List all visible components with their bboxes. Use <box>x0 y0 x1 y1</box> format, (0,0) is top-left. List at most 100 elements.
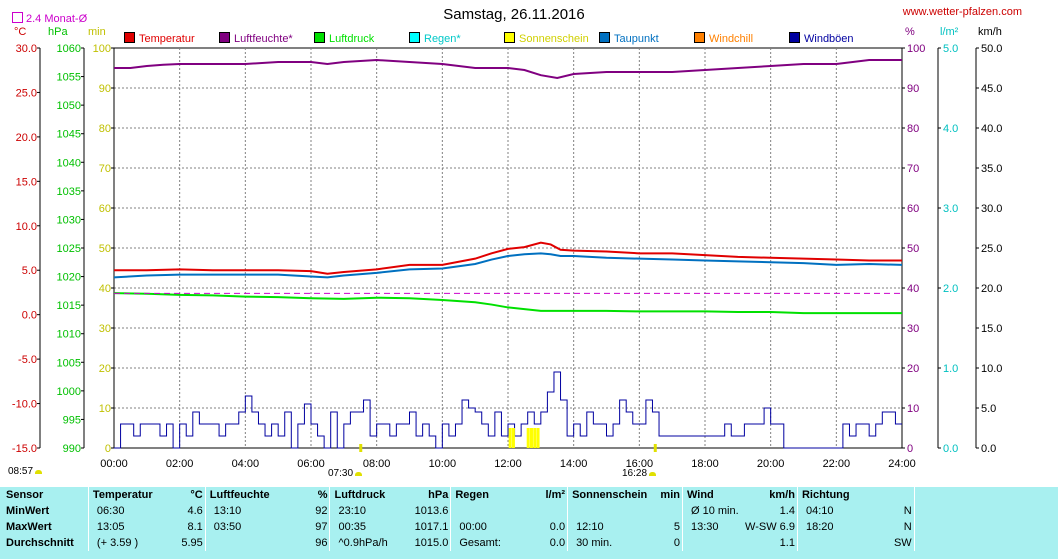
legend-item-7: Windböen <box>789 32 854 45</box>
chart-axes: 00:00 02:00 04:00 06:00 08:00 10:00 12:00 14:00… <box>12 43 1003 470</box>
y-tick-label-pressure: 1005 <box>57 357 81 369</box>
y-tick-label-temperature: -5.0 <box>18 354 37 366</box>
y-tick-label-humidity: 100 <box>907 43 925 55</box>
y-tick-label-pressure: 1010 <box>57 329 81 341</box>
unit-percent: % <box>905 26 915 38</box>
y-tick-label-humidity: 10 <box>907 403 919 415</box>
y-tick-label-pressure: 1025 <box>57 243 81 255</box>
series-sonnenschein-bar <box>536 428 540 448</box>
y-tick-label-pressure: 990 <box>63 443 81 455</box>
y-tick-label-sunshine: 20 <box>99 363 111 375</box>
legend-label: Taupunkt <box>614 33 659 45</box>
legend-item-2: Luftdruck <box>314 32 374 45</box>
y-tick-label-wind: 25.0 <box>981 243 1002 255</box>
legend-swatch <box>694 32 705 43</box>
y-tick-label-sunshine: 0 <box>105 443 111 455</box>
stats-header-temp-unit: °C <box>190 489 203 501</box>
stats-header-humidity-unit: % <box>317 489 328 501</box>
x-tick-label: 14:00 <box>560 458 588 470</box>
x-tick-label: 20:00 <box>757 458 785 470</box>
legend-swatch <box>504 32 515 43</box>
y-tick-label-pressure: 1030 <box>57 214 81 226</box>
y-tick-label-rain: 5.0 <box>943 43 958 55</box>
stats-row-min: MinWert 06:30 4.6 13:10 92 23:10 1013.6 Ø 1… <box>0 503 1058 519</box>
series-windb-en <box>114 371 902 449</box>
y-tick-label-temperature: 15.0 <box>16 176 37 188</box>
stats-header-pressure-unit: hPa <box>428 489 449 501</box>
series-luftfeuchte <box>114 58 902 80</box>
stats-header-rain-unit: l/m² <box>545 489 566 501</box>
legend-label: Luftfeuchte* <box>234 33 293 45</box>
y-tick-label-pressure: 1060 <box>57 43 81 55</box>
y-tick-label-rain: 1.0 <box>943 363 958 375</box>
y-tick-label-pressure: 1015 <box>57 300 81 312</box>
y-tick-label-humidity: 20 <box>907 363 919 375</box>
y-tick-label-temperature: 30.0 <box>16 43 37 55</box>
legend-item-0: Temperatur <box>124 32 195 45</box>
series-sonnenschein-bar <box>526 428 530 448</box>
stats-header-direction-unit <box>860 487 914 503</box>
y-tick-label-pressure: 1040 <box>57 157 81 169</box>
legend-item-4: Sonnenschein <box>504 32 589 45</box>
y-tick-label-wind: 30.0 <box>981 203 1002 215</box>
y-tick-label-temperature: -10.0 <box>12 399 37 411</box>
y-tick-label-wind: 10.0 <box>981 363 1002 375</box>
y-tick-label-sunshine: 30 <box>99 323 111 335</box>
stats-header-wind-unit: km/h <box>769 489 795 501</box>
y-tick-label-temperature: 20.0 <box>16 132 37 144</box>
legend-swatch <box>314 32 325 43</box>
chart-series <box>113 58 903 452</box>
x-tick-label: 16:00 <box>626 458 654 470</box>
stats-row-avg: Durchschnitt (+ 3.59 ) 5.95 96 ^0.9hPa/h 1… <box>0 535 1058 551</box>
y-tick-label-temperature: 0.0 <box>22 310 37 322</box>
y-tick-label-humidity: 0 <box>907 443 913 455</box>
legend-swatch <box>599 32 610 43</box>
y-tick-label-rain: 3.0 <box>943 203 958 215</box>
y-tick-label-wind: 0.0 <box>981 443 996 455</box>
y-tick-label-humidity: 80 <box>907 123 919 135</box>
y-tick-label-humidity: 30 <box>907 323 919 335</box>
y-tick-label-humidity: 70 <box>907 163 919 175</box>
unit-rain: l/m² <box>940 26 959 38</box>
y-tick-label-rain: 2.0 <box>943 283 958 295</box>
x-tick-label: 06:00 <box>297 458 325 470</box>
weather-chart: 00:00 02:00 04:00 06:00 08:00 10:00 12:00 14:00… <box>12 43 1003 470</box>
stats-header-sunshine-unit: min <box>660 489 680 501</box>
legend-item-1: Luftfeuchte* <box>219 32 293 45</box>
y-tick-label-pressure: 995 <box>63 414 81 426</box>
x-tick-label: 08:00 <box>363 458 391 470</box>
y-tick-label-pressure: 1055 <box>57 72 81 84</box>
stats-header-temp: Temperatur <box>87 487 161 503</box>
series-luftdruck <box>113 292 902 315</box>
y-tick-label-pressure: 1050 <box>57 100 81 112</box>
stats-table: Sensor Temperatur °C Luftfeuchte % Luftd… <box>0 487 1058 551</box>
y-tick-label-temperature: -15.0 <box>12 443 37 455</box>
y-tick-label-wind: 50.0 <box>981 43 1002 55</box>
y-tick-label-wind: 40.0 <box>981 123 1002 135</box>
stats-row-max: MaxWert 13:05 8.1 03:50 97 00:35 1017.1 00:… <box>0 519 1058 535</box>
stats-header-row: Sensor Temperatur °C Luftfeuchte % Luftd… <box>0 487 1058 503</box>
y-tick-label-sunshine: 60 <box>99 203 111 215</box>
y-tick-label-wind: 15.0 <box>981 323 1002 335</box>
unit-kmh: km/h <box>978 26 1002 38</box>
series-sonnenschein-bar <box>533 428 537 448</box>
sun-icon <box>35 470 43 474</box>
current-time-mark: 08:57 <box>8 466 43 477</box>
stats-header-sunshine: Sonnenschein <box>567 487 653 503</box>
legend-label: Regen* <box>424 33 461 45</box>
site-link[interactable]: www.wetter-pfalzen.com <box>902 6 1022 18</box>
legend-item-6: Windchill <box>694 32 753 45</box>
stats-panel: Sensor Temperatur °C Luftfeuchte % Luftd… <box>0 487 1058 559</box>
stats-header-pressure: Luftdruck <box>329 487 399 503</box>
stats-header-wind: Wind <box>681 487 743 503</box>
x-tick-label: 22:00 <box>823 458 851 470</box>
series-sonnenschein-bar <box>529 428 533 448</box>
series-taupunkt <box>113 252 903 279</box>
y-tick-label-humidity: 60 <box>907 203 919 215</box>
y-tick-label-humidity: 40 <box>907 283 919 295</box>
y-tick-label-wind: 5.0 <box>981 403 996 415</box>
y-tick-label-sunshine: 80 <box>99 123 111 135</box>
stats-header-sensor: Sensor <box>6 489 44 501</box>
y-tick-label-pressure: 1000 <box>57 386 81 398</box>
y-tick-label-wind: 45.0 <box>981 83 1002 95</box>
